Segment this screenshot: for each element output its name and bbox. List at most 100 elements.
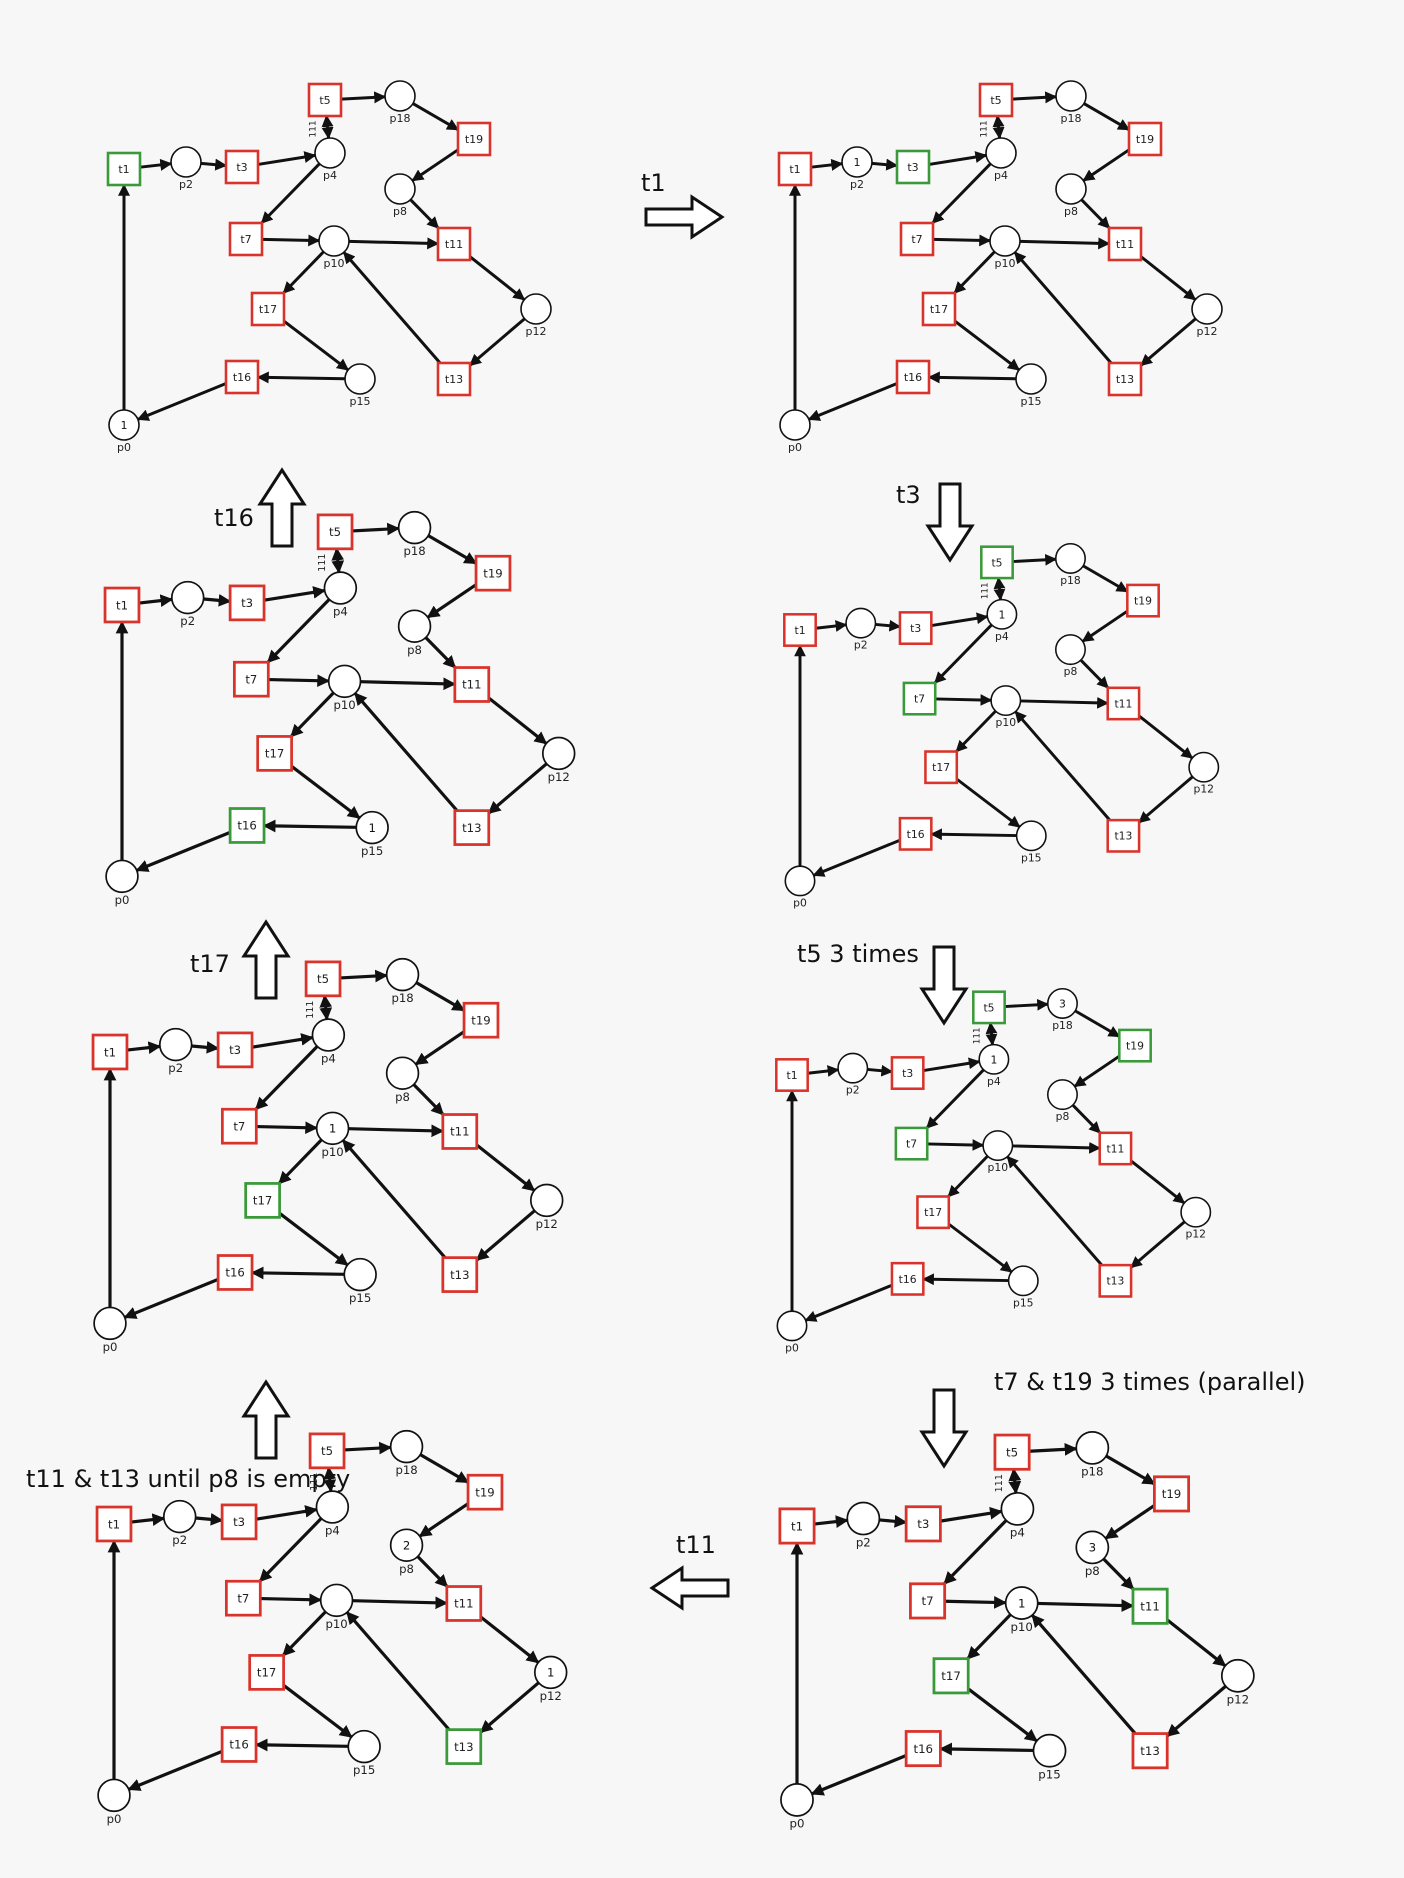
transition-label-t1: t1 [791, 1519, 803, 1533]
transition-t3-disabled [224, 149, 260, 185]
arc-p10-t11 [348, 1124, 445, 1138]
transition-label-t16: t16 [233, 371, 251, 384]
arc-p10-t11 [360, 677, 457, 691]
transition-label-t11: t11 [454, 1597, 473, 1611]
arc-p4-t7 [931, 162, 992, 225]
token-count-p4: 1 [990, 1053, 997, 1066]
place-label-p15: p15 [353, 1763, 375, 1777]
arc-p4-t7 [254, 1045, 319, 1111]
transition-label-t19: t19 [1134, 595, 1152, 608]
transition-label-t17: t17 [924, 1206, 942, 1219]
arc-p18-t19 [419, 1453, 470, 1484]
transition-label-t3: t3 [236, 161, 247, 174]
transition-label-t3: t3 [907, 161, 918, 174]
place-p4 [985, 137, 1017, 169]
place-p12 [1220, 1658, 1255, 1693]
arc-t17-p15 [947, 1222, 1013, 1274]
transition-t7-disabled [899, 221, 935, 257]
arc-weight-label: 111 [305, 1001, 316, 1019]
arc-t19-p8 [418, 1502, 469, 1538]
transition-label-t7: t7 [237, 1591, 249, 1605]
transition-label-t16: t16 [229, 1738, 248, 1752]
transition-label-t1: t1 [789, 163, 800, 176]
transition-label-t7: t7 [240, 233, 251, 246]
petri-net-s8: 111 p0 p2 p4 p8 p10 p12 p15 1 p18 t1 t3 t5 t7 t11 t13 t1… [103, 510, 576, 907]
place-p12 [541, 736, 576, 771]
place-label-p8: p8 [1056, 1110, 1070, 1123]
petri-net-s1: 111 p0 1 p2 p4 p8 p10 p12 p15 p18 t1 t3 t5 t7 t11 t13 t1… [106, 80, 552, 454]
arc-p12-t13 [469, 317, 526, 367]
arc-p15-t16 [250, 1266, 345, 1280]
arc-t5-p4-bidirectional [331, 547, 345, 574]
arc-t13-p10 [353, 692, 459, 812]
transition-t19-disabled [1127, 121, 1163, 157]
place-label-p15: p15 [349, 1291, 371, 1305]
place-p8 [1055, 173, 1087, 205]
place-p10 [319, 1583, 354, 1618]
place-label-p8: p8 [1085, 1564, 1100, 1578]
step-label-step-t11: t11 [676, 1531, 716, 1559]
arc-p2-t3 [203, 594, 232, 607]
arc-t17-p15 [283, 319, 350, 372]
transition-t16-disabled [904, 1730, 942, 1768]
transition-t19-disabled [456, 121, 492, 157]
transition-t13-disabled [1107, 361, 1143, 397]
transition-label-t16: t16 [904, 371, 922, 384]
transition-t3-disabled [890, 1056, 925, 1090]
place-label-p8: p8 [1064, 665, 1078, 678]
arc-t5-p4-bidirectional [321, 114, 334, 140]
arc-p8-t11 [424, 636, 457, 669]
transition-t19-disabled [462, 1001, 500, 1039]
transition-label-t1: t1 [786, 1069, 797, 1082]
place-p10 [315, 1111, 350, 1146]
transition-label-t3: t3 [910, 622, 921, 635]
arc-t5-p18 [351, 522, 400, 536]
place-p0 [784, 865, 816, 897]
arc-t17-p15 [967, 1687, 1038, 1743]
arc-t5-p4-bidirectional [993, 576, 1006, 601]
place-p18 [385, 957, 420, 992]
place-p15 [343, 1257, 377, 1292]
place-label-p2: p2 [179, 178, 193, 191]
place-p4 [314, 137, 346, 169]
arc-p12-t13 [1138, 775, 1194, 824]
arc-t7-p10 [932, 234, 992, 247]
place-label-p12: p12 [1227, 1693, 1249, 1707]
arc-t5-p4-bidirectional [992, 114, 1005, 140]
transition-t7-enabled [902, 681, 937, 716]
place-label-p18: p18 [391, 991, 413, 1005]
transition-t19-disabled [466, 1473, 504, 1511]
arc-t7-p10 [268, 674, 330, 688]
arc-p15-t16 [927, 371, 1017, 384]
transition-label-t3: t3 [917, 1517, 929, 1531]
arc-t17-p15 [282, 1684, 353, 1739]
transition-t1-enabled [106, 151, 142, 187]
place-label-p4: p4 [987, 1075, 1001, 1088]
place-label-p0: p0 [788, 441, 802, 454]
token-count-p10: 1 [329, 1122, 336, 1136]
transition-label-t1: t1 [794, 624, 805, 637]
place-p4 [1000, 1491, 1035, 1526]
place-p18 [1075, 1430, 1110, 1465]
transition-t5-disabled [307, 82, 343, 118]
arc-p10-t11 [1037, 1599, 1135, 1612]
arc-t11-p12 [475, 1143, 536, 1192]
step-arrow-t16 [257, 467, 307, 548]
place-label-p18: p18 [1081, 1465, 1103, 1479]
transition-label-t3: t3 [902, 1067, 913, 1080]
arc-t1-p2 [815, 620, 848, 632]
arc-p4-t7 [943, 1519, 1008, 1585]
place-label-p2: p2 [172, 1533, 187, 1547]
arc-t19-p8 [426, 583, 477, 619]
place-label-p8: p8 [1064, 205, 1078, 218]
arc-p8-t11 [412, 1083, 445, 1116]
transition-t17-disabled [250, 291, 286, 327]
transition-label-t16: t16 [913, 1742, 933, 1756]
transition-t7-enabled [894, 1126, 929, 1161]
transition-label-t13: t13 [450, 1268, 469, 1282]
token-count-p18: 3 [1059, 997, 1066, 1010]
transition-t13-disabled [1106, 818, 1141, 853]
place-p18 [1046, 987, 1078, 1019]
place-p18 [389, 1429, 424, 1464]
transition-label-t17: t17 [932, 761, 950, 774]
